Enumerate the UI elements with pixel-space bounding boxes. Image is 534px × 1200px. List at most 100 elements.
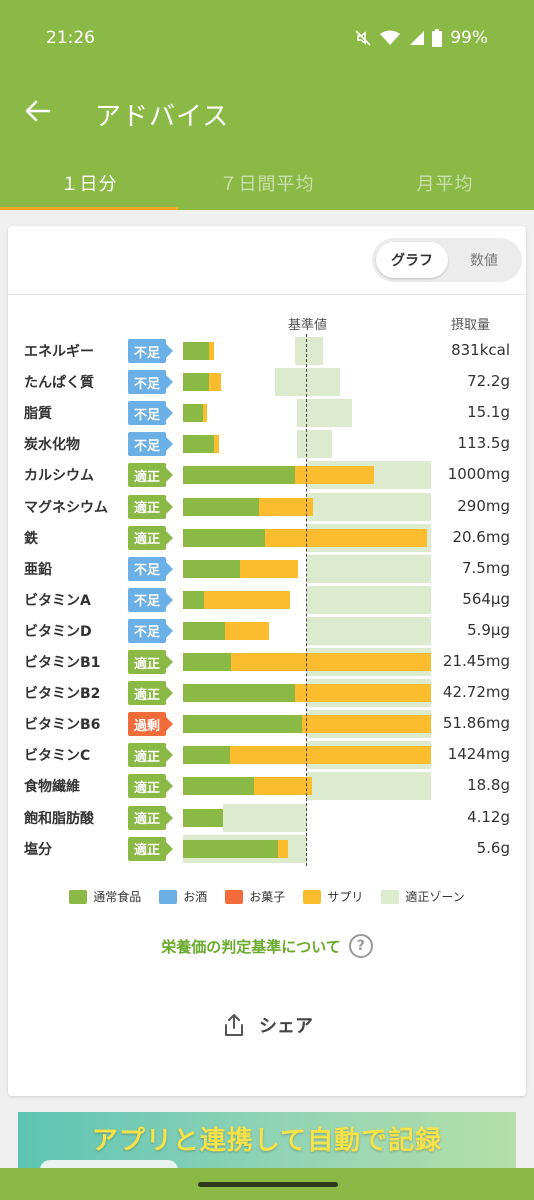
nutrient-name: カルシウム	[24, 468, 94, 485]
intake-value: 18.8g	[467, 776, 510, 795]
status-badge: 過剰	[128, 712, 173, 737]
nutrient-name: ビタミンC	[24, 748, 91, 765]
advice-card: グラフ 数値 基準値 摂取量 エネルギー 不足 831kcal たんぱく質 不足 72.2…	[8, 226, 526, 1096]
intake-value: 831kcal	[451, 341, 510, 359]
intake-value: 564μg	[462, 589, 510, 608]
food-bar	[183, 653, 232, 671]
nutrient-row: カルシウム 適正 1000mg	[8, 461, 526, 490]
nutrient-row: ビタミンB6 過剰 51.86mg	[8, 710, 526, 739]
legend: 通常食品 お酒 お菓子 サプリ 適正ゾーン	[8, 888, 526, 905]
nutrient-name: 亜鉛	[24, 561, 52, 578]
intake-header: 摂取量	[451, 318, 491, 333]
food-bar	[183, 684, 295, 703]
status-badge: 適正	[128, 463, 173, 488]
tab-monthly-average[interactable]: 月平均	[416, 174, 474, 195]
intake-value: 15.1g	[467, 403, 510, 422]
legend-label: お酒	[183, 890, 208, 904]
legend-swatch	[69, 889, 88, 904]
adequate-zone	[297, 430, 332, 459]
adequate-zone	[307, 554, 431, 583]
intake-value: 113.5g	[457, 434, 510, 453]
nutrient-name: ビタミンB2	[24, 686, 101, 703]
supplement-bar	[253, 777, 312, 796]
nutrient-row: ビタミンB1 適正 21.45mg	[8, 648, 526, 676]
promo-banner[interactable]: アプリと連携して自動で記録	[18, 1112, 516, 1172]
nutrient-name: 炭水化物	[24, 437, 80, 454]
intake-value: 51.86mg	[442, 714, 510, 733]
supplement-bar	[214, 435, 219, 454]
food-bar	[183, 746, 231, 765]
home-gesture-handle[interactable]	[198, 1182, 338, 1187]
supplement-bar	[264, 528, 428, 547]
divider	[8, 294, 526, 295]
back-button[interactable]	[22, 95, 54, 127]
nutrient-row: 塩分 適正 5.6g	[8, 834, 526, 863]
food-bar	[183, 404, 203, 423]
intake-value: 5.9μg	[467, 620, 510, 639]
status-badge: 適正	[128, 743, 173, 768]
legend-item: お酒	[159, 888, 207, 905]
intake-value: 21.45mg	[442, 652, 510, 670]
battery-percent: 99%	[450, 28, 488, 48]
number-view-button[interactable]: 数値	[470, 253, 498, 269]
nutrient-row: 亜鉛 不足 7.5mg	[8, 554, 526, 583]
food-bar	[183, 528, 265, 547]
share-button[interactable]: シェア	[8, 1012, 526, 1038]
view-toggle: グラフ 数値	[372, 238, 522, 282]
nutrient-name: ビタミンB1	[24, 655, 101, 671]
legend-item: サプリ	[303, 888, 363, 905]
intake-value: 1424mg	[447, 745, 510, 764]
nutrient-name: ビタミンD	[24, 623, 92, 640]
signal-icon	[408, 30, 425, 46]
food-bar	[183, 342, 210, 360]
supplement-bar	[225, 621, 269, 640]
legend-swatch	[225, 889, 244, 904]
nutrient-row: ビタミンD 不足 5.9μg	[8, 616, 526, 645]
battery-icon	[432, 29, 443, 47]
legend-item: お菓子	[225, 888, 285, 905]
food-bar	[183, 808, 223, 827]
supplement-bar	[209, 342, 214, 360]
status-badge: 適正	[128, 805, 173, 830]
legend-label: 適正ゾーン	[405, 890, 465, 904]
legend-swatch	[303, 889, 322, 904]
nutrient-name: 鉄	[24, 530, 38, 547]
nutrient-row: ビタミンA 不足 564μg	[8, 585, 526, 614]
intake-value: 5.6g	[476, 838, 510, 857]
status-time: 21:26	[46, 28, 95, 48]
reference-header: 基準値	[288, 318, 328, 333]
criteria-link-text: 栄養価の判定基準について	[161, 937, 341, 956]
nutrient-name: 食物繊維	[24, 779, 80, 796]
graph-view-button[interactable]: グラフ	[376, 242, 448, 278]
legend-label: サプリ	[327, 890, 364, 904]
status-badge: 不足	[128, 618, 173, 643]
legend-label: お菓子	[249, 890, 286, 904]
food-bar	[183, 777, 254, 796]
tab-bar: １日分 ７日間平均 月平均	[0, 160, 534, 210]
status-badge: 適正	[128, 650, 173, 674]
adequate-zone	[307, 585, 431, 614]
adequate-zone	[222, 803, 307, 832]
nutrient-name: たんぱく質	[24, 375, 94, 392]
supplement-bar	[230, 746, 431, 765]
intake-value: 20.6mg	[452, 527, 510, 546]
supplement-bar	[231, 653, 431, 671]
nutrient-name: 飽和脂肪酸	[24, 810, 94, 827]
supplement-bar	[204, 590, 290, 609]
nutrient-name: ビタミンB6	[24, 717, 101, 734]
status-badge: 不足	[128, 432, 173, 457]
nutrient-name: エネルギー	[24, 344, 94, 360]
nutrient-row: ビタミンC 適正 1424mg	[8, 741, 526, 770]
page-title: アドバイス	[95, 102, 230, 132]
share-label: シェア	[259, 1016, 313, 1037]
tab-one-day[interactable]: １日分	[0, 160, 178, 210]
nutrient-row: 脂質 不足 15.1g	[8, 399, 526, 428]
criteria-link[interactable]: 栄養価の判定基準について ?	[8, 934, 526, 958]
supplement-bar	[240, 559, 299, 578]
supplement-bar	[202, 404, 207, 423]
tab-seven-day-average[interactable]: ７日間平均	[219, 174, 315, 195]
supplement-bar	[209, 373, 222, 392]
food-bar	[183, 715, 303, 734]
status-badge: 適正	[128, 525, 173, 550]
intake-value: 1000mg	[447, 465, 510, 484]
